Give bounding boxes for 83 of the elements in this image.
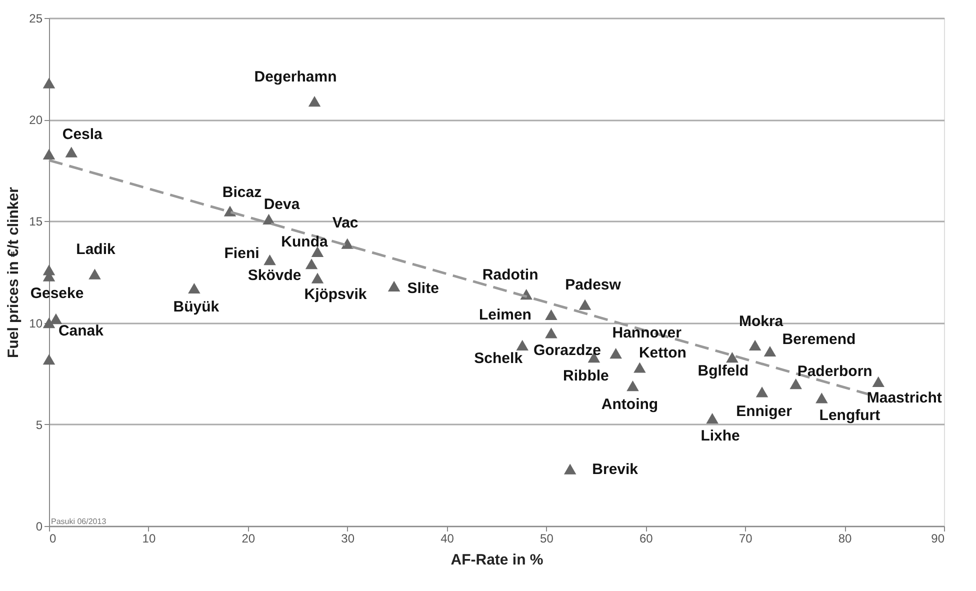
point bbox=[42, 354, 56, 365]
x-tick-label: 40 bbox=[440, 532, 454, 546]
annotation: Ketton bbox=[638, 344, 686, 362]
annotation: Ladik bbox=[76, 241, 116, 258]
point bbox=[790, 378, 802, 390]
annotation: Canak bbox=[58, 322, 104, 340]
x-tick-label: 10 bbox=[142, 532, 156, 546]
y-tick-label: 10 bbox=[29, 316, 43, 330]
y-tick-label: 5 bbox=[36, 418, 43, 432]
x-tick-label: 0 bbox=[50, 532, 56, 546]
x-axis-title: AF-Rate in % bbox=[450, 552, 544, 568]
annotation: Degerhamn bbox=[254, 68, 337, 86]
annotation: Kjöpsvik bbox=[304, 286, 368, 304]
point bbox=[748, 340, 762, 350]
annotation: Beremend bbox=[782, 331, 856, 348]
point bbox=[610, 348, 622, 359]
annotation: Radotin bbox=[482, 266, 538, 284]
annotation: Cesla bbox=[62, 126, 104, 144]
annotation: Büyük bbox=[173, 298, 220, 316]
point bbox=[264, 254, 276, 266]
x-tick-label: 80 bbox=[838, 532, 852, 546]
annotation: Bicaz bbox=[222, 184, 262, 202]
annotation: Hannover bbox=[612, 324, 682, 342]
annotation: Fieni bbox=[224, 244, 260, 262]
annotation: Pasuki 06/2013 bbox=[51, 517, 107, 526]
point bbox=[756, 386, 768, 398]
annotation: Antoing bbox=[601, 396, 658, 413]
x-tick-label: 70 bbox=[738, 532, 753, 546]
point bbox=[308, 96, 321, 107]
point bbox=[578, 299, 592, 310]
annotation: Slite bbox=[407, 280, 439, 298]
point bbox=[42, 148, 56, 160]
annotation: Mokra bbox=[738, 313, 784, 330]
point bbox=[305, 258, 318, 270]
point bbox=[706, 413, 718, 424]
annotation: Skövde bbox=[248, 266, 302, 284]
x-tick-label: 90 bbox=[931, 532, 945, 546]
annotation: Leimen bbox=[478, 306, 532, 324]
y-tick-label: 15 bbox=[29, 214, 43, 229]
annotation: Enniger bbox=[736, 402, 792, 420]
point bbox=[626, 380, 639, 392]
x-tick-label: 30 bbox=[341, 532, 355, 546]
annotation: Maastricht bbox=[866, 390, 942, 407]
point bbox=[388, 280, 400, 292]
point bbox=[188, 282, 200, 294]
point bbox=[726, 352, 738, 363]
annotation: Lixhe bbox=[700, 427, 740, 444]
point bbox=[516, 340, 528, 350]
annotation: Kunda bbox=[281, 234, 328, 251]
x-tick-label: 60 bbox=[639, 532, 654, 546]
point bbox=[42, 317, 56, 328]
point bbox=[545, 328, 558, 338]
point bbox=[634, 362, 646, 373]
point bbox=[872, 376, 884, 388]
annotation: Bglfeld bbox=[698, 362, 749, 380]
annotation: Geseke bbox=[30, 285, 84, 302]
annotation: Ribble bbox=[563, 367, 609, 384]
x-tick-label: 20 bbox=[242, 532, 256, 546]
point bbox=[545, 309, 558, 320]
point bbox=[764, 346, 776, 357]
point bbox=[50, 313, 62, 324]
y-tick-label: 0 bbox=[36, 520, 43, 534]
point bbox=[65, 146, 78, 158]
point bbox=[311, 272, 324, 284]
point bbox=[564, 464, 576, 474]
annotation: Gorazdze bbox=[533, 342, 601, 359]
point bbox=[311, 246, 324, 257]
annotation: Schelk bbox=[474, 350, 524, 368]
x-tick-label: 50 bbox=[540, 532, 554, 546]
annotation: Lengfurt bbox=[819, 406, 880, 424]
y-axis-title: Fuel prices in €/t clinker bbox=[5, 186, 22, 358]
y-tick-label: 25 bbox=[29, 12, 43, 26]
point bbox=[42, 78, 56, 88]
point bbox=[262, 214, 275, 224]
annotation: Brevik bbox=[592, 461, 639, 478]
annotation: Padesw bbox=[565, 276, 622, 294]
point bbox=[88, 268, 101, 280]
annotation: Vac bbox=[332, 214, 358, 232]
y-tick-label: 20 bbox=[29, 113, 43, 128]
point bbox=[816, 392, 828, 404]
point bbox=[341, 238, 354, 249]
annotation: Paderborn bbox=[797, 362, 872, 380]
annotation: Deva bbox=[264, 196, 300, 214]
